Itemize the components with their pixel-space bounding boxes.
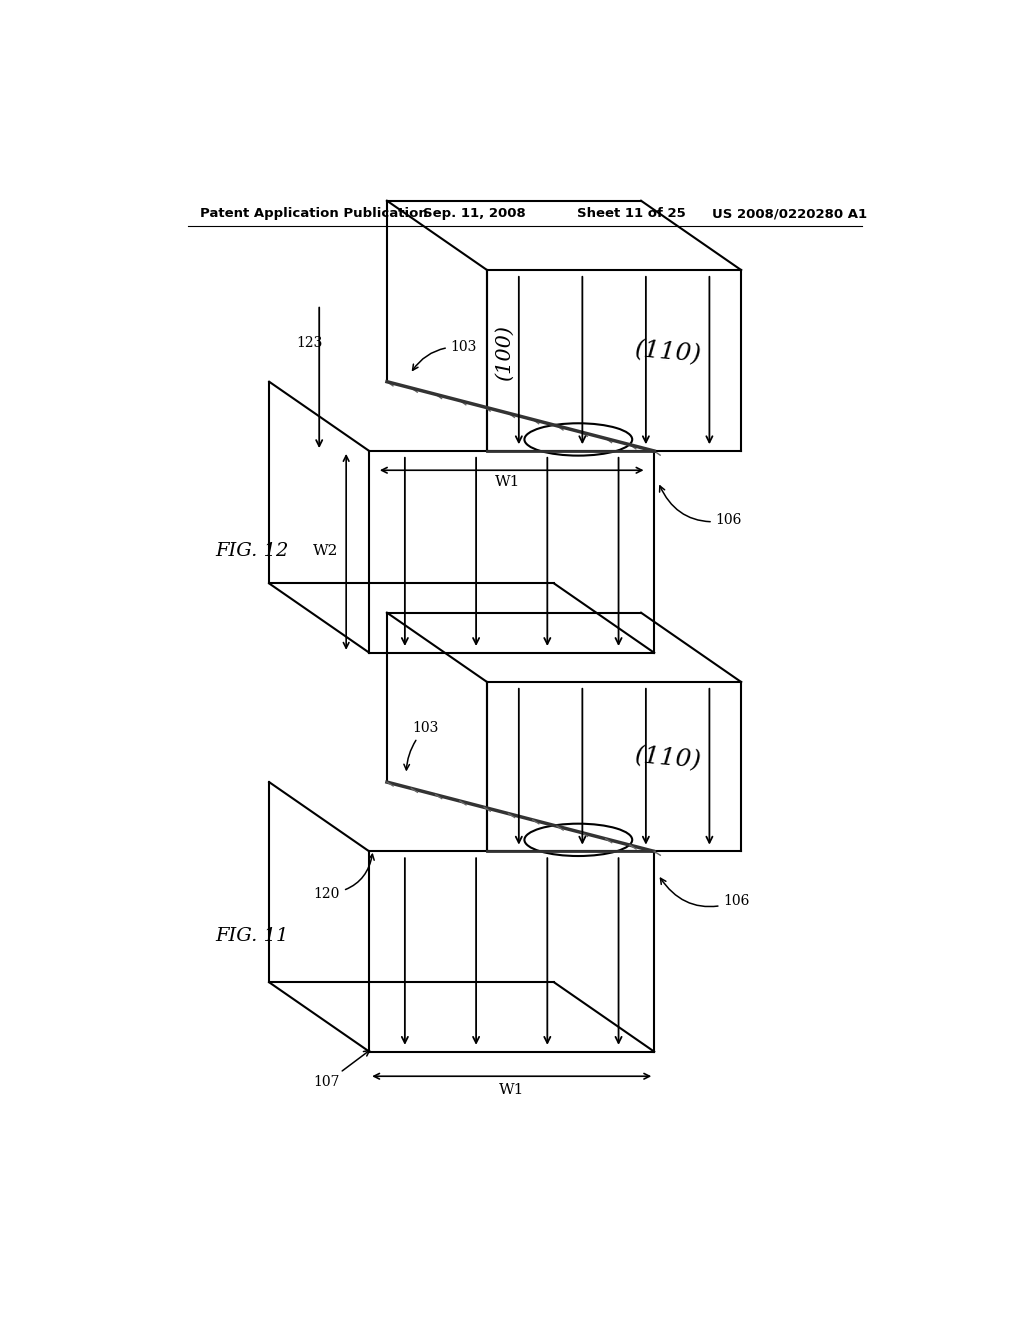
Text: Sheet 11 of 25: Sheet 11 of 25: [578, 207, 686, 220]
Text: W1: W1: [499, 1084, 524, 1097]
Text: 106: 106: [660, 878, 750, 908]
Text: (110): (110): [634, 744, 702, 774]
Text: US 2008/0220280 A1: US 2008/0220280 A1: [712, 207, 867, 220]
Text: Sep. 11, 2008: Sep. 11, 2008: [423, 207, 526, 220]
Text: 120: 120: [313, 854, 374, 900]
Text: 107: 107: [313, 1051, 370, 1089]
Text: FIG. 11: FIG. 11: [215, 927, 289, 945]
Text: Patent Application Publication: Patent Application Publication: [200, 207, 428, 220]
Text: 103: 103: [403, 721, 438, 770]
Text: 123: 123: [296, 337, 323, 350]
Text: 106: 106: [659, 486, 742, 527]
Text: 103: 103: [413, 341, 477, 371]
Text: W1: W1: [496, 475, 520, 488]
Text: (100): (100): [495, 325, 513, 381]
Text: (110): (110): [634, 338, 702, 367]
Text: W2: W2: [313, 544, 339, 558]
Text: FIG. 12: FIG. 12: [215, 543, 289, 560]
